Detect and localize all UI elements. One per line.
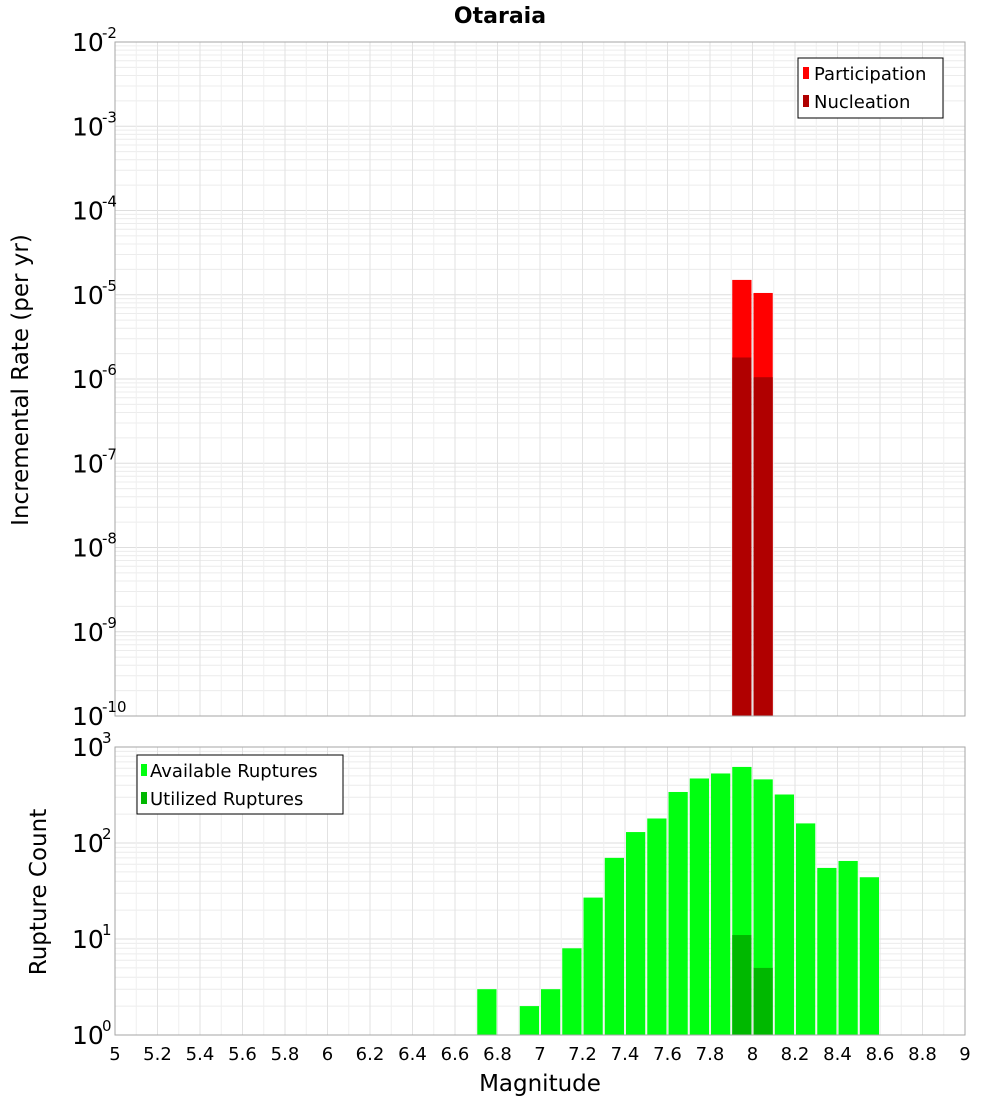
x-axis-label: Magnitude [479,1071,601,1097]
count-grid [115,747,965,1036]
y-tick-exponent: 3 [102,729,112,747]
count-legend: Available Ruptures Utilized Ruptures [136,754,344,815]
count-bar-available-ruptures [519,1006,539,1035]
y-tick-exponent: -8 [102,530,117,548]
y-tick-label: 10 [72,829,104,858]
x-tick-label: 8.8 [908,1044,937,1065]
utilized-legend-label: Utilized Ruptures [150,789,303,810]
x-tick-label: 8.6 [866,1044,895,1065]
rate-legend: Participation Nucleation [797,57,944,119]
y-tick-label: 10 [72,281,104,310]
x-tick-label: 6 [322,1044,333,1065]
count-bar-available-ruptures [859,877,879,1035]
x-tick-label: 5.8 [271,1044,300,1065]
x-tick-label: 7.2 [568,1044,597,1065]
rate-y-axis-label: Incremental Rate (per yr) [8,234,34,526]
x-tick-label: 5.6 [228,1044,257,1065]
count-bar-available-ruptures [562,948,582,1035]
count-bar-available-ruptures [711,773,731,1035]
count-legend-box [136,754,344,815]
x-tick-label: 6.6 [441,1044,470,1065]
y-tick-exponent: -9 [102,614,117,632]
rate-bar-nucleation [732,357,752,716]
x-tick-label: 5.2 [143,1044,172,1065]
y-tick-label: 10 [72,197,104,226]
count-y-axis-label: Rupture Count [26,809,52,975]
rate-bar-nucleation [753,377,773,716]
y-tick-label: 10 [72,534,104,563]
count-bar-available-ruptures [796,823,816,1035]
y-tick-exponent: -10 [102,698,127,716]
x-tick-label: 6.2 [356,1044,385,1065]
y-tick-label: 10 [72,702,104,731]
x-tick-label: 7.6 [653,1044,682,1065]
y-tick-label: 10 [72,733,104,762]
utilized-swatch [141,792,147,804]
x-axis-ticks: 5 5.2 5.4 5.6 5.8 6 6.2 6.4 6.6 6.8 7 7.2 7.4 7.6 7.8 8… [109,1044,970,1065]
y-tick-exponent: -4 [102,193,117,211]
count-bar-available-ruptures [838,860,858,1035]
count-bars [477,766,879,1035]
participation-legend-label: Participation [814,64,926,85]
count-bar-available-ruptures [774,794,794,1035]
y-tick-exponent: 2 [102,825,112,843]
x-tick-label: 6.4 [398,1044,427,1065]
x-tick-label: 5 [109,1044,120,1065]
y-tick-exponent: -3 [102,108,117,126]
rate-bars [732,279,773,716]
count-bar-available-ruptures [541,989,561,1035]
count-bar-available-ruptures [604,857,624,1035]
count-bar-utilized-ruptures [732,935,752,1035]
x-tick-label: 8 [747,1044,758,1065]
y-tick-exponent: -7 [102,445,117,463]
nucleation-swatch [803,95,809,107]
count-bar-available-ruptures [626,832,646,1035]
y-tick-label: 10 [72,618,104,647]
x-tick-label: 7.8 [696,1044,725,1065]
y-tick-label: 10 [72,365,104,394]
y-tick-label: 10 [72,28,104,57]
x-tick-label: 9 [959,1044,970,1065]
y-tick-exponent: -2 [102,24,117,42]
x-tick-label: 8.4 [823,1044,852,1065]
nucleation-legend-label: Nucleation [814,92,910,113]
y-tick-label: 10 [72,112,104,141]
count-bar-utilized-ruptures [753,967,773,1035]
rate-legend-box [797,57,944,119]
x-tick-label: 8.2 [781,1044,810,1065]
x-tick-label: 5.4 [186,1044,215,1065]
count-bar-available-ruptures [817,867,837,1035]
y-tick-exponent: -5 [102,277,117,295]
count-bar-available-ruptures [477,989,497,1035]
rate-grid [115,42,965,717]
x-tick-label: 7.4 [611,1044,640,1065]
count-bar-available-ruptures [689,778,709,1035]
y-tick-label: 10 [72,1021,104,1050]
y-tick-label: 10 [72,925,104,954]
participation-swatch [803,67,809,79]
y-tick-exponent: 1 [102,921,112,939]
count-bar-available-ruptures [668,791,688,1035]
x-tick-label: 7 [534,1044,545,1065]
count-bar-available-ruptures [583,897,603,1035]
y-tick-label: 10 [72,449,104,478]
count-bar-available-ruptures [647,818,667,1035]
rate-plot-border [114,41,966,717]
count-plot-border [114,746,966,1036]
x-tick-label: 6.8 [483,1044,512,1065]
available-legend-label: Available Ruptures [150,761,318,782]
y-tick-exponent: -6 [102,361,117,379]
chart-title: Otaraia [454,4,546,29]
y-tick-exponent: 0 [102,1017,112,1035]
available-swatch [141,764,147,776]
